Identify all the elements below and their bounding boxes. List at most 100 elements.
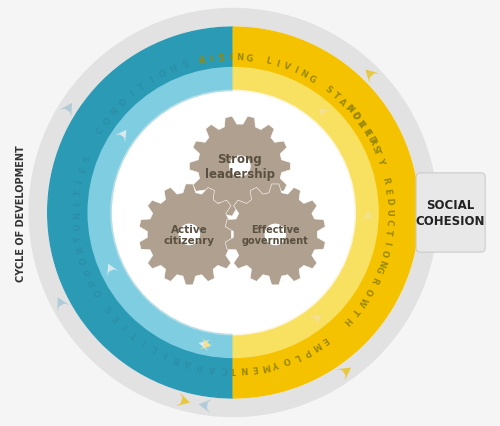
Text: S: S — [182, 60, 190, 70]
Text: Strong
leadership: Strong leadership — [205, 153, 275, 181]
Text: T: T — [230, 364, 236, 373]
Text: L: L — [150, 342, 159, 353]
Polygon shape — [108, 264, 118, 276]
Text: B: B — [172, 353, 182, 363]
Circle shape — [48, 28, 418, 398]
Text: E: E — [112, 311, 122, 322]
Text: A: A — [184, 357, 192, 367]
Text: Y: Y — [375, 156, 386, 165]
Text: O: O — [92, 286, 104, 296]
Circle shape — [29, 9, 437, 417]
Text: U: U — [384, 208, 394, 215]
Text: T: T — [74, 234, 84, 242]
Text: T: T — [130, 328, 140, 339]
Text: G: G — [307, 73, 318, 85]
Polygon shape — [58, 297, 70, 312]
Circle shape — [179, 225, 200, 245]
Polygon shape — [60, 104, 72, 118]
Text: T: T — [74, 189, 84, 196]
Text: L: L — [292, 350, 301, 360]
Text: G: G — [374, 263, 384, 273]
Polygon shape — [309, 315, 322, 326]
Text: M: M — [260, 360, 270, 371]
Text: I: I — [140, 336, 148, 345]
Text: O: O — [379, 248, 390, 257]
Circle shape — [265, 225, 285, 245]
Polygon shape — [366, 70, 380, 84]
Text: R: R — [380, 176, 390, 185]
Polygon shape — [226, 184, 326, 285]
Text: R: R — [198, 55, 206, 66]
Text: A: A — [208, 362, 216, 372]
Text: V: V — [356, 119, 366, 130]
Text: T: T — [330, 90, 340, 101]
Polygon shape — [140, 184, 239, 285]
Text: G: G — [246, 53, 254, 63]
Wedge shape — [233, 28, 418, 398]
Text: P: P — [83, 266, 94, 275]
Text: I: I — [76, 179, 85, 184]
Polygon shape — [318, 109, 330, 121]
Text: P: P — [302, 345, 311, 356]
Text: U: U — [73, 223, 83, 230]
Text: C: C — [221, 364, 228, 373]
Text: I: I — [128, 90, 136, 99]
Wedge shape — [48, 28, 233, 398]
Polygon shape — [190, 117, 290, 216]
Text: P: P — [88, 276, 99, 286]
Text: O: O — [79, 255, 90, 265]
Text: O: O — [363, 285, 374, 296]
Text: A: A — [337, 97, 348, 107]
Polygon shape — [198, 399, 212, 413]
FancyBboxPatch shape — [416, 173, 485, 253]
Text: S: S — [323, 84, 333, 95]
Polygon shape — [115, 130, 126, 143]
Text: T: T — [383, 228, 392, 236]
Text: R: R — [76, 245, 86, 253]
Circle shape — [230, 157, 250, 177]
Text: Active
citizenry: Active citizenry — [164, 224, 215, 246]
Polygon shape — [420, 222, 434, 236]
Text: N: N — [72, 212, 82, 219]
Text: E: E — [382, 187, 392, 194]
Text: D: D — [365, 135, 376, 145]
Text: I: I — [162, 348, 169, 358]
Polygon shape — [198, 340, 210, 351]
Text: P: P — [196, 360, 204, 370]
Text: W: W — [356, 294, 368, 307]
Text: Effective
government: Effective government — [242, 224, 308, 246]
Text: N: N — [236, 53, 244, 62]
Text: I: I — [148, 75, 156, 85]
Text: I: I — [274, 59, 280, 69]
Text: C: C — [95, 126, 106, 136]
Text: N: N — [344, 103, 354, 115]
Text: N: N — [299, 69, 309, 80]
Wedge shape — [233, 91, 356, 335]
Wedge shape — [233, 68, 378, 358]
Text: C: C — [384, 219, 394, 225]
Text: O: O — [350, 110, 360, 121]
Text: D: D — [350, 111, 361, 122]
Polygon shape — [362, 211, 374, 222]
Text: O: O — [282, 354, 292, 365]
Text: CYCLE OF DEVELOPMENT: CYCLE OF DEVELOPMENT — [16, 145, 26, 281]
Text: S: S — [370, 144, 380, 153]
Circle shape — [112, 93, 354, 333]
Text: I: I — [210, 54, 214, 63]
Text: L: L — [264, 57, 272, 66]
Text: M: M — [310, 339, 322, 351]
Text: N: N — [169, 63, 179, 75]
Text: R: R — [368, 274, 380, 284]
Text: E: E — [78, 166, 88, 174]
Wedge shape — [88, 68, 233, 358]
Text: S: S — [218, 53, 224, 63]
Text: D: D — [384, 197, 394, 205]
Text: N: N — [240, 363, 248, 373]
Text: N: N — [376, 257, 386, 267]
Text: T: T — [350, 305, 360, 316]
Text: O: O — [158, 69, 168, 80]
Text: T: T — [137, 81, 147, 92]
Wedge shape — [111, 91, 233, 335]
Text: A: A — [356, 118, 366, 129]
Text: S: S — [82, 155, 92, 164]
